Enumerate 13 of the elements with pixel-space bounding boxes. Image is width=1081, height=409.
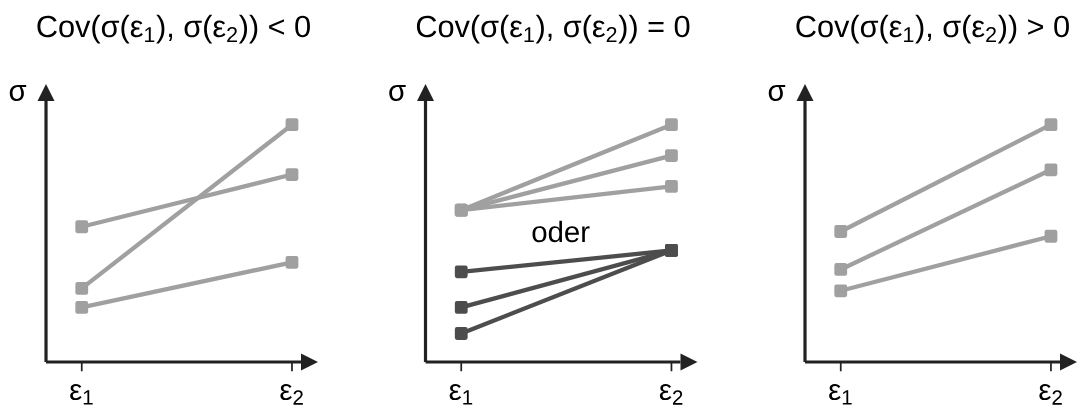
x-tick-label: ε$_{2}$ [1039, 384, 1062, 405]
chart-title: Cov(σ(ε$_{1}$), σ(ε$_{2}$)) = 0 [416, 14, 690, 44]
annotation: oder [532, 220, 590, 243]
chart-title: Cov(σ(ε$_{1}$), σ(ε$_{2}$)) < 0 [37, 14, 310, 44]
y-axis-title: σ [768, 85, 786, 101]
y-axis-title: σ [9, 85, 27, 101]
chart-title: Cov(σ(ε$_{1}$), σ(ε$_{2}$)) > 0 [796, 14, 1069, 44]
x-tick-label: ε$_{1}$ [449, 384, 473, 405]
x-tick-label: ε$_{1}$ [829, 384, 852, 405]
x-tick-label: ε$_{1}$ [70, 384, 93, 405]
x-tick-label: ε$_{2}$ [280, 384, 303, 405]
x-tick-label: ε$_{2}$ [659, 384, 683, 405]
y-axis-title: σ [389, 85, 406, 101]
